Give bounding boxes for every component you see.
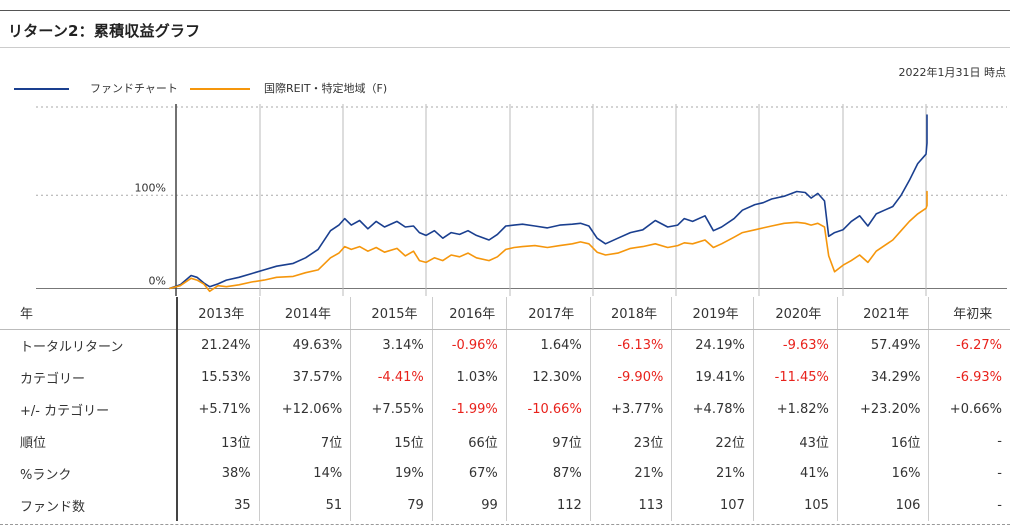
table-cell: +3.77%	[590, 393, 673, 425]
table-cell: -11.45%	[753, 361, 838, 393]
table-cell: 66位	[432, 425, 507, 457]
table-cell: 21.24%	[177, 329, 260, 361]
table-cell: 67%	[432, 457, 507, 489]
table-cell: 19.41%	[671, 361, 754, 393]
row-label: 順位	[0, 425, 178, 457]
header-cell: 年初来	[928, 297, 1010, 330]
table-row: トータルリターン 21.24% 49.63% 3.14% -0.96% 1.64% -6.1…	[0, 329, 1010, 361]
table-cell: 12.30%	[506, 361, 591, 393]
header-cell: 2020年	[753, 297, 838, 330]
table-cell: -	[997, 465, 1002, 481]
legend-category-label: 国際REIT・特定地域（F)	[264, 82, 388, 95]
page-title: リターン2：累積収益グラフ	[8, 22, 201, 40]
table-cell: 87%	[506, 457, 591, 489]
table-header-row: 年 2013年 2014年 2015年 2016年 2017年 2018年 2019年 2020…	[0, 297, 1010, 330]
table-cell: 15位	[350, 425, 433, 457]
table-cell: 79	[350, 489, 433, 521]
table-cell: -9.63%	[753, 329, 838, 361]
table-cell: -	[997, 433, 1002, 449]
table-cell: 37.57%	[259, 361, 352, 393]
table-cell: 23位	[590, 425, 673, 457]
table-cell: 43位	[753, 425, 838, 457]
header-cell: 2014年	[259, 297, 352, 330]
table-row: 順位 13位 7位 15位 66位 97位 23位 22位 43位 16位 -	[0, 425, 1010, 457]
table-cell: 99	[432, 489, 507, 521]
table-cell: 21%	[590, 457, 673, 489]
table-cell: 21%	[671, 457, 754, 489]
table-cell: 16位	[837, 425, 930, 457]
table-cell: 15.53%	[177, 361, 260, 393]
row-label: カテゴリー	[0, 361, 178, 393]
table-row: %ランク 38% 14% 19% 67% 87% 21% 21% 41% 16% -	[0, 457, 1010, 489]
header-cell: 2016年	[432, 297, 507, 330]
table-cell: +1.82%	[753, 393, 838, 425]
table-cell: 105	[753, 489, 838, 521]
table-cell: 113	[590, 489, 673, 521]
header-cell: 2018年	[590, 297, 673, 330]
table-cell: +23.20%	[837, 393, 930, 425]
table-cell: +4.78%	[671, 393, 754, 425]
table-cell: 24.19%	[671, 329, 754, 361]
table-row: カテゴリー 15.53% 37.57% -4.41% 1.03% 12.30% -9.90%…	[0, 361, 1010, 393]
table-cell: 34.29%	[837, 361, 930, 393]
table-cell: -6.27%	[956, 337, 1002, 353]
table-cell: 57.49%	[837, 329, 930, 361]
table-cell: -6.13%	[590, 329, 673, 361]
header-cell: 2019年	[671, 297, 754, 330]
table-cell: -0.96%	[432, 329, 507, 361]
row-label: %ランク	[0, 457, 178, 489]
table-cell: 112	[506, 489, 591, 521]
row-label: トータルリターン	[0, 329, 178, 361]
series-line-category	[169, 190, 928, 293]
table-cell: 49.63%	[259, 329, 352, 361]
table-cell: 51	[259, 489, 352, 521]
table-bottom-rule	[0, 524, 1010, 525]
table-cell: 107	[671, 489, 754, 521]
table-cell: -6.93%	[956, 369, 1002, 385]
table-cell: -1.99%	[432, 393, 507, 425]
legend-fund-swatch	[14, 88, 69, 90]
legend-fund-label: ファンドチャート	[90, 82, 178, 95]
y-tick-label-0: 0%	[149, 275, 166, 288]
table-cell: 41%	[753, 457, 838, 489]
table-cell: -	[997, 497, 1002, 513]
series-line-fund	[169, 114, 928, 290]
table-cell: -10.66%	[506, 393, 591, 425]
table-cell: +5.71%	[177, 393, 260, 425]
table-cell: 97位	[506, 425, 591, 457]
table-cell: -9.90%	[590, 361, 673, 393]
top-rule	[0, 10, 1010, 11]
table-row: +/- カテゴリー +5.71% +12.06% +7.55% -1.99% -10.66…	[0, 393, 1010, 425]
as-of-date: 2022年1月31日 時点	[898, 66, 1007, 79]
table-cell: 7位	[259, 425, 352, 457]
y-tick-label-1: 100%	[135, 181, 166, 194]
table-cell: 106	[837, 489, 930, 521]
header-cell: 2015年	[350, 297, 433, 330]
row-label: +/- カテゴリー	[0, 393, 178, 425]
table-cell: 3.14%	[350, 329, 433, 361]
cumulative-return-chart: 0% 100%	[36, 104, 1007, 296]
table-cell: 35	[177, 489, 260, 521]
legend-category-swatch	[190, 88, 250, 90]
table-cell: +0.66%	[949, 401, 1002, 417]
table-cell: +12.06%	[259, 393, 352, 425]
table-cell: 19%	[350, 457, 433, 489]
table-cell: 14%	[259, 457, 352, 489]
table-cell: 1.64%	[506, 329, 591, 361]
annual-returns-table: 年 2013年 2014年 2015年 2016年 2017年 2018年 2019年 2020…	[0, 297, 1010, 521]
table-cell: 38%	[177, 457, 260, 489]
table-cell: 13位	[177, 425, 260, 457]
header-cell: 2013年	[177, 297, 260, 330]
table-row: ファンド数 35 51 79 99 112 113 107 105 106 -	[0, 489, 1010, 521]
row-label: ファンド数	[0, 489, 178, 521]
title-rule	[0, 47, 1010, 48]
header-cell: 2017年	[506, 297, 591, 330]
table-cell: -4.41%	[350, 361, 433, 393]
header-cell: 2021年	[837, 297, 930, 330]
header-cell-year: 年	[0, 297, 178, 330]
table-cell: 22位	[671, 425, 754, 457]
table-cell: 16%	[837, 457, 930, 489]
table-cell: 1.03%	[432, 361, 507, 393]
table-cell: +7.55%	[350, 393, 433, 425]
